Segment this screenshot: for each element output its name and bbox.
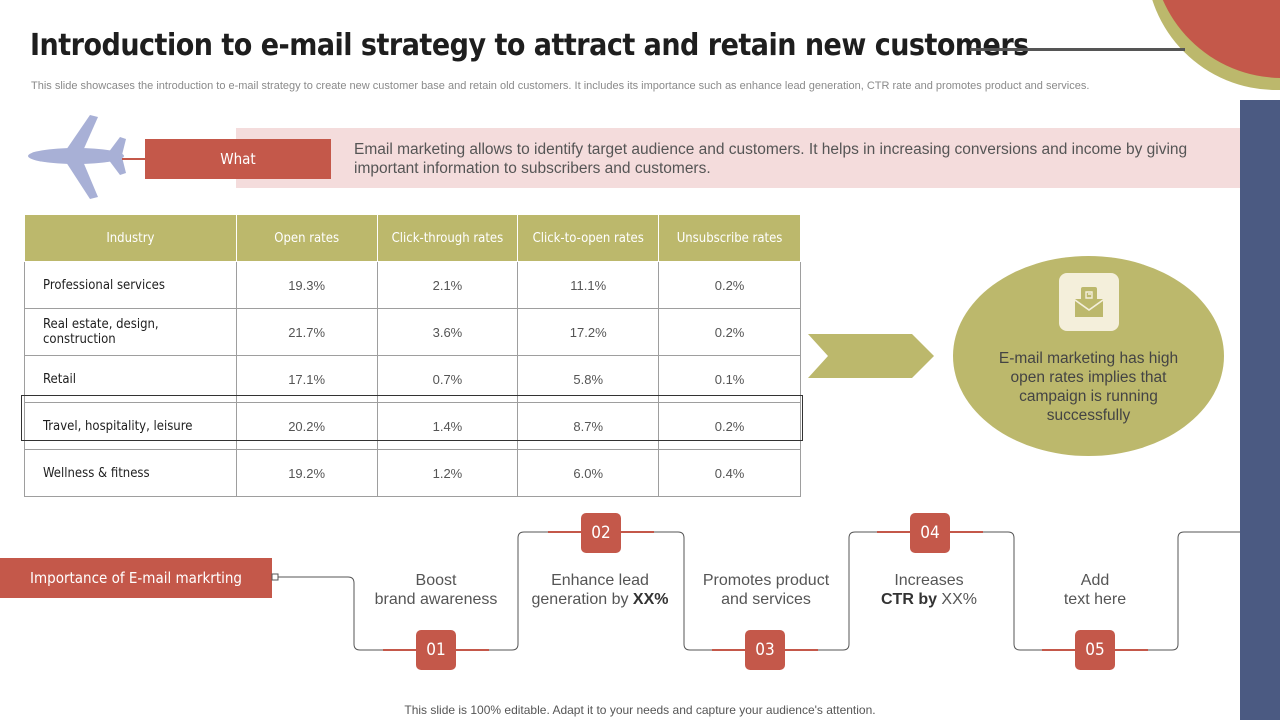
highlight-row-box — [21, 395, 803, 441]
cell-click-through-rate: 1.2% — [376, 449, 519, 497]
cell-industry: Real estate, design, construction — [24, 308, 237, 356]
step-line: Promotes product — [702, 572, 830, 589]
step-text-04: Increases CTR by XX% — [854, 571, 1004, 609]
step-text-03: Promotes product and services — [691, 571, 841, 609]
cell-industry: Wellness & fitness — [24, 449, 237, 497]
chevron-arrow-icon — [808, 334, 934, 378]
what-label: What — [145, 139, 331, 179]
importance-label: Importance of E-mail markrting — [0, 558, 272, 598]
what-connector — [122, 158, 146, 160]
open-rates-table: Industry Open rates Click-through rates … — [24, 214, 801, 497]
step-line: text here — [1063, 591, 1127, 608]
cell-unsubscribe-rate: 0.4% — [658, 449, 801, 497]
step-line: CTR by XX% — [880, 591, 977, 608]
cell-industry: Travel, hospitality, leisure — [24, 402, 237, 450]
step-line: and services — [721, 591, 811, 608]
step-badge-02: 02 — [581, 513, 621, 553]
cell-click-through-rate: 1.4% — [376, 402, 519, 450]
step-text-02: Enhance lead generation by XX% — [525, 571, 675, 609]
cell-open-rate: 21.7% — [235, 308, 378, 356]
cell-unsubscribe-rate: 0.2% — [658, 261, 801, 309]
what-band — [236, 128, 1240, 188]
insight-text: E-mail marketing has high open rates imp… — [998, 350, 1179, 424]
cell-unsubscribe-rate: 0.2% — [658, 402, 801, 450]
table-row: Travel, hospitality, leisure 20.2% 1.4% … — [24, 402, 801, 450]
table-row: Real estate, design, construction 21.7% … — [24, 308, 801, 356]
table-row: Professional services 19.3% 2.1% 11.1% 0… — [24, 261, 801, 309]
step-line: generation by XX% — [531, 591, 669, 608]
step-badge-04: 04 — [910, 513, 950, 553]
step-line: Add — [1080, 572, 1110, 589]
header-click-through-rates: Click-through rates — [376, 214, 519, 262]
page-title: Introduction to e-mail strategy to attra… — [30, 28, 1029, 63]
what-description: Email marketing allows to identify targe… — [354, 141, 1188, 177]
step-badge-05: 05 — [1075, 630, 1115, 670]
step-badge-03: 03 — [745, 630, 785, 670]
header-unsubscribe-rates: Unsubscribe rates — [658, 214, 801, 262]
table-row: Wellness & fitness 19.2% 1.2% 6.0% 0.4% — [24, 449, 801, 497]
step-line: Enhance lead — [551, 572, 649, 589]
step-line: brand awareness — [374, 591, 498, 608]
step-text-01: Boost brand awareness — [361, 571, 511, 609]
corner-decoration — [1152, 0, 1280, 90]
header-click-to-open-rates: Click-to-open rates — [517, 214, 660, 262]
cell-click-to-open-rate: 17.2% — [517, 308, 660, 356]
step-line: Boost — [415, 572, 457, 589]
cell-click-through-rate: 2.1% — [376, 261, 519, 309]
cell-click-through-rate: 3.6% — [376, 308, 519, 356]
page-subtitle: This slide showcases the introduction to… — [31, 80, 1090, 92]
header-industry: Industry — [24, 214, 237, 262]
cell-open-rate: 19.3% — [235, 261, 378, 309]
step-line: Increases — [894, 572, 964, 589]
envelope-icon — [1059, 273, 1119, 331]
step-badge-01: 01 — [416, 630, 456, 670]
cell-industry: Professional services — [24, 261, 237, 309]
header-open-rates: Open rates — [235, 214, 378, 262]
airplane-icon — [28, 115, 126, 199]
right-side-bar — [1240, 100, 1280, 720]
table-header-row: Industry Open rates Click-through rates … — [24, 214, 801, 262]
cell-click-to-open-rate: 11.1% — [517, 261, 660, 309]
cell-click-to-open-rate: 6.0% — [517, 449, 660, 497]
step-text-05: Add text here — [1020, 571, 1170, 609]
cell-unsubscribe-rate: 0.2% — [658, 308, 801, 356]
title-rule — [970, 48, 1185, 51]
footer-note: This slide is 100% editable. Adapt it to… — [404, 703, 876, 717]
cell-open-rate: 20.2% — [235, 402, 378, 450]
cell-open-rate: 19.2% — [235, 449, 378, 497]
